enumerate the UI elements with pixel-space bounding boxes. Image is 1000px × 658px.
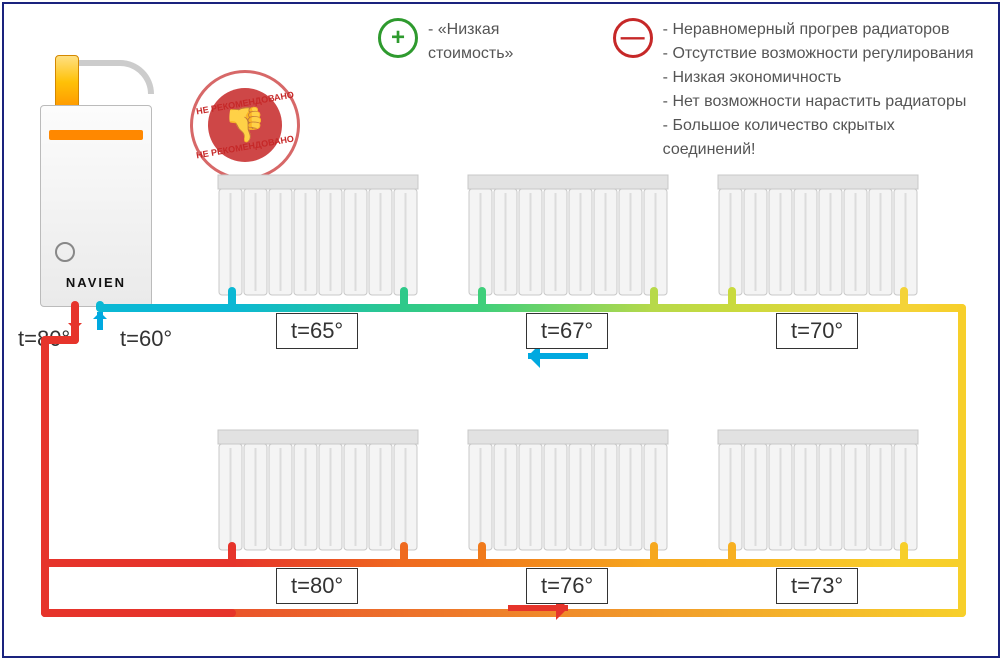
radiator — [468, 430, 668, 550]
radiator — [718, 430, 918, 550]
radiator-temp-label: t=70° — [776, 313, 858, 349]
radiator-temp-label: t=65° — [276, 313, 358, 349]
radiator-temp-label: t=67° — [526, 313, 608, 349]
arrowhead-icon — [93, 312, 107, 319]
arrowhead-icon — [68, 323, 82, 330]
radiator-temp-label: t=73° — [776, 568, 858, 604]
radiator — [218, 175, 418, 295]
radiator — [218, 430, 418, 550]
radiator-temp-label: t=76° — [526, 568, 608, 604]
radiator-temp-label: t=80° — [276, 568, 358, 604]
radiator — [718, 175, 918, 295]
radiator — [468, 175, 668, 295]
